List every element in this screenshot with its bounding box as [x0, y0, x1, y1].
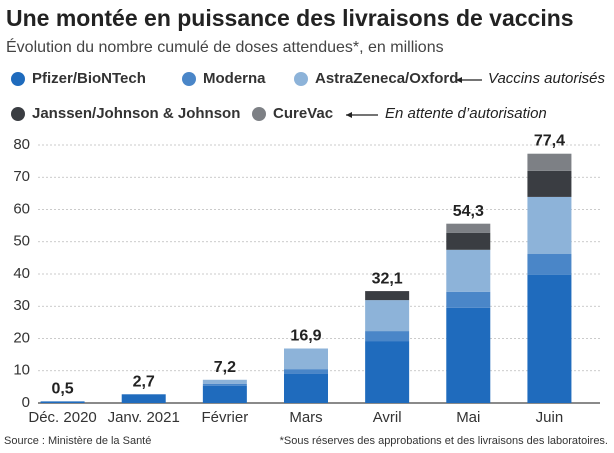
x-tick-label: Déc. 2020 — [28, 409, 96, 426]
total-label: 16,9 — [290, 328, 321, 345]
total-label: 0,5 — [51, 381, 73, 398]
total-label: 7,2 — [214, 359, 236, 376]
bar-segment — [40, 401, 85, 403]
bar-segment — [365, 341, 410, 403]
bar-segment — [446, 223, 491, 233]
total-label: 32,1 — [372, 270, 403, 287]
x-tick-label: Juin — [536, 409, 564, 426]
legend-label: AstraZeneca/Oxford — [315, 70, 458, 87]
y-tick-label: 80 — [13, 136, 30, 153]
y-tick-label: 40 — [13, 265, 30, 282]
y-tick-label: 30 — [13, 297, 30, 314]
chart-subtitle: Évolution du nombre cumulé de doses atte… — [6, 37, 444, 56]
bar-segment — [527, 254, 572, 275]
legend-swatch — [252, 107, 266, 121]
bar-segment — [527, 196, 572, 255]
y-tick-label: 20 — [13, 329, 30, 346]
bar-segment — [202, 385, 247, 403]
bar-segment — [284, 348, 328, 370]
y-tick-label: 50 — [13, 233, 30, 250]
bar-segment — [527, 274, 572, 403]
total-label: 54,3 — [453, 203, 484, 220]
legend-swatch — [294, 72, 308, 86]
legend-swatch — [11, 107, 25, 121]
bar-segment — [446, 249, 491, 292]
footnote: *Sous réserves des approbations et des l… — [280, 435, 608, 447]
bar-segment — [284, 373, 328, 403]
source: Source : Ministère de la Santé — [4, 435, 151, 447]
legend-note: En attente d’autorisation — [385, 105, 547, 122]
y-tick-label: 10 — [13, 362, 30, 379]
arrow-head — [456, 77, 462, 83]
x-tick-label: Mars — [289, 409, 322, 426]
total-label: 77,4 — [534, 133, 565, 150]
legend-label: Moderna — [203, 70, 266, 87]
bar-segment — [446, 307, 491, 403]
bar-segment — [527, 170, 572, 197]
legend-swatch — [182, 72, 196, 86]
bar-segment — [284, 369, 328, 374]
bar-segment — [446, 291, 491, 308]
legend-note: Vaccins autorisés — [488, 70, 605, 87]
legend-label: CureVac — [273, 105, 333, 122]
x-tick-label: Avril — [373, 409, 402, 426]
legend-label: Janssen/Johnson & Johnson — [32, 105, 240, 122]
bar-segment — [202, 379, 247, 384]
bar-segment — [365, 331, 410, 342]
x-tick-label: Janv. 2021 — [108, 409, 180, 426]
y-tick-label: 60 — [13, 200, 30, 217]
chart-title: Une montée en puissance des livraisons d… — [6, 5, 574, 31]
bar-segment — [365, 300, 410, 332]
y-tick-label: 70 — [13, 168, 30, 185]
bar-segment — [121, 394, 166, 403]
legend-label: Pfizer/BioNTech — [32, 70, 146, 87]
x-tick-label: Février — [202, 409, 249, 426]
bar-segment — [527, 153, 572, 171]
x-tick-label: Mai — [456, 409, 480, 426]
arrow-head — [346, 112, 352, 118]
bar-segment — [202, 383, 247, 386]
total-label: 2,7 — [133, 374, 155, 391]
y-tick-label: 0 — [22, 394, 30, 411]
bar-segment — [365, 291, 410, 301]
bar-segment — [446, 232, 491, 250]
legend-swatch — [11, 72, 25, 86]
